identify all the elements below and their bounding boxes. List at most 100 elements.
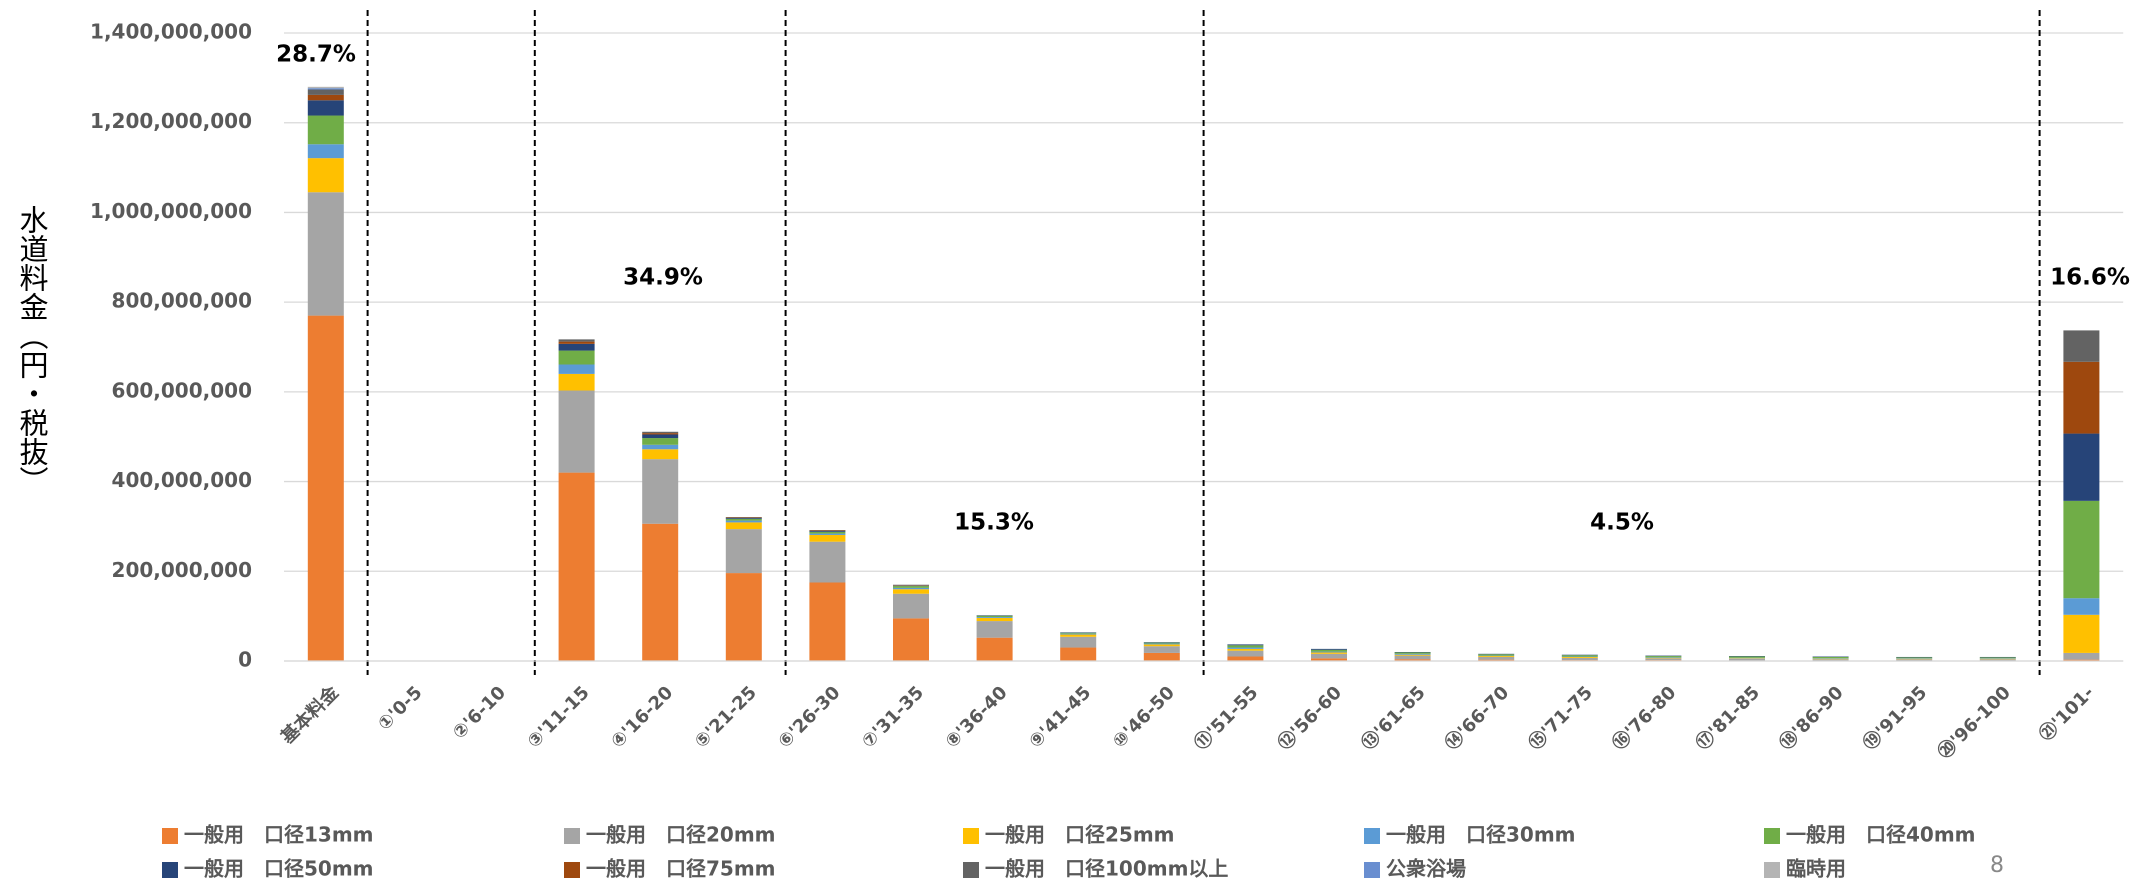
bar-segment — [1812, 656, 1849, 659]
legend-label: 一般用 口径30mm — [1386, 823, 1576, 847]
bar-segment — [893, 618, 929, 661]
bar-segment — [1394, 659, 1431, 661]
x-tick-label: ⑧'36-40 — [941, 682, 1011, 752]
page-number: 8 — [1990, 853, 2004, 878]
bar-segment — [725, 529, 762, 574]
legend-swatch — [162, 828, 178, 844]
x-tick-label: ⑲'91-95 — [1858, 682, 1931, 755]
bar-segment — [893, 593, 929, 619]
bar-segment — [1311, 651, 1347, 653]
y-tick-label: 1,200,000,000 — [90, 109, 252, 133]
x-tick-label: ⑰'81-85 — [1691, 682, 1764, 755]
x-tick-label: ③'11-15 — [523, 682, 593, 752]
bar-segment — [642, 438, 679, 445]
bar-segment — [725, 518, 762, 521]
bar-segment — [1311, 653, 1347, 659]
bar-segment — [725, 517, 762, 519]
x-tick-label: ⑩'46-50 — [1109, 682, 1179, 752]
x-tick-label: ①'0-5 — [374, 682, 427, 735]
legend-swatch — [564, 828, 580, 844]
legend-label: 一般用 口径75mm — [586, 857, 776, 881]
y-axis-label: 水道料金（円・税抜） — [15, 205, 49, 495]
bar-segment — [2063, 598, 2100, 615]
bar-segment — [307, 94, 344, 101]
bar-segment — [558, 390, 595, 473]
bar-segment — [558, 341, 595, 344]
bar-segment — [1060, 634, 1097, 637]
bar-segment — [1561, 656, 1598, 658]
bar-segment — [642, 523, 679, 661]
bar-segment — [2063, 361, 2100, 434]
bar-segment — [1896, 657, 1933, 659]
bar-segment — [1478, 656, 1515, 660]
bar-segment — [1143, 643, 1180, 645]
bar-segment — [893, 589, 929, 594]
annotation: 28.7% — [276, 42, 356, 68]
bar-segment — [1060, 633, 1097, 635]
bar-segment — [1060, 636, 1097, 648]
legend-label: 臨時用 — [1786, 857, 1846, 881]
bar-segment — [307, 144, 344, 159]
x-tick-label: ④'16-20 — [607, 682, 677, 752]
x-tick-label: ②'6-10 — [449, 682, 510, 743]
x-tick-label: ⑥'26-30 — [774, 682, 844, 752]
bar-segment — [1561, 657, 1598, 661]
bar-segment — [1979, 657, 2016, 659]
bar-segment — [976, 617, 1013, 622]
x-tick-label: ⑮'71-75 — [1524, 682, 1597, 755]
bar-segment — [1394, 653, 1431, 655]
legend-label: 一般用 口径100mm以上 — [985, 857, 1228, 881]
bar-segment — [1227, 645, 1264, 648]
y-tick-label: 0 — [238, 648, 252, 672]
bar-segment — [1143, 642, 1180, 644]
y-tick-label: 400,000,000 — [112, 468, 252, 492]
bar-segment — [1311, 658, 1347, 661]
bar-segment — [809, 534, 846, 542]
bar-segment — [307, 158, 344, 193]
bar-segment — [1227, 648, 1264, 651]
legend-label: 一般用 口径20mm — [586, 823, 776, 847]
annotation: 34.9% — [623, 265, 703, 291]
bar-segment — [1311, 652, 1347, 654]
bar-segment — [1896, 659, 1933, 661]
bar-segment — [1060, 647, 1097, 661]
x-tick-label: 基本料金 — [276, 681, 344, 749]
bar-segment — [642, 449, 679, 460]
legend-label: 公衆浴場 — [1386, 857, 1466, 881]
bar-segment — [558, 364, 595, 374]
x-tick-label: ⑨'41-45 — [1025, 682, 1095, 752]
bar-segment — [893, 587, 929, 590]
bar-segment — [809, 531, 846, 534]
bar-segment — [642, 459, 679, 524]
bar-segment — [976, 615, 1013, 618]
bar-segment — [558, 339, 595, 342]
bar-segment — [307, 315, 344, 661]
bar-segment — [1060, 632, 1097, 634]
bar-segment — [1311, 648, 1347, 650]
y-tick-label: 600,000,000 — [112, 378, 252, 402]
bar-segment — [1143, 644, 1180, 647]
bar-segment — [1729, 656, 1765, 658]
bar-segment — [558, 350, 595, 365]
y-tick-label: 800,000,000 — [112, 289, 252, 313]
annotation: 16.6% — [2050, 265, 2130, 291]
bar-segment — [1812, 659, 1849, 661]
x-tick-label: ⑱'86-90 — [1775, 682, 1848, 755]
bar-segment — [1561, 655, 1598, 657]
x-tick-label: ⑪'51-55 — [1190, 682, 1263, 755]
bar-segment — [307, 86, 344, 89]
x-tick-label: ⑫'56-60 — [1273, 682, 1346, 755]
bar-segment — [1645, 656, 1682, 658]
bar-segment — [809, 530, 846, 532]
bar-segment — [1394, 654, 1431, 656]
legend-label: 一般用 口径50mm — [184, 857, 374, 881]
bar-segment — [307, 88, 344, 90]
bar-segment — [1311, 649, 1347, 652]
bar-segment — [725, 573, 762, 661]
legend-swatch — [1764, 862, 1780, 878]
bar-segment — [1478, 654, 1515, 656]
bar-segment — [558, 472, 595, 661]
bar-segment — [642, 431, 679, 434]
legend-swatch — [1364, 828, 1380, 844]
bar-segment — [558, 373, 595, 391]
